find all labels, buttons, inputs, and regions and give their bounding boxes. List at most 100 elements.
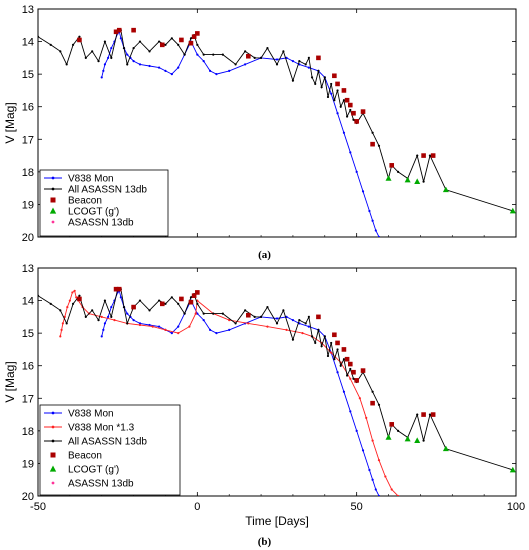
data-point	[78, 35, 81, 38]
data-point	[215, 73, 218, 76]
data-point	[320, 86, 323, 89]
data-point	[428, 154, 432, 157]
data-point	[374, 488, 377, 491]
legend-marker	[51, 481, 55, 485]
data-point	[221, 312, 224, 315]
data-point	[208, 69, 212, 72]
data-point	[389, 422, 395, 427]
data-point	[282, 309, 285, 312]
data-point	[421, 412, 426, 417]
legend-marker	[49, 465, 57, 472]
data-point	[196, 53, 199, 56]
y-tick-label: 19	[22, 458, 34, 470]
data-point	[259, 56, 263, 59]
data-point	[78, 294, 81, 297]
data-point	[177, 325, 180, 328]
legend-label: LCOGT (g')	[68, 465, 119, 476]
data-point	[335, 340, 340, 346]
data-point	[301, 332, 304, 335]
data-point	[246, 53, 251, 59]
data-point	[344, 356, 350, 362]
data-point	[119, 37, 122, 40]
data-point	[422, 439, 425, 442]
data-point	[202, 60, 205, 63]
data-point	[384, 475, 387, 478]
data-point	[377, 144, 381, 147]
data-point	[377, 494, 381, 496]
data-point	[61, 322, 64, 325]
series-2	[77, 27, 436, 168]
data-point	[374, 229, 377, 232]
data-point	[191, 34, 197, 39]
data-point	[103, 63, 107, 66]
data-point	[330, 92, 333, 95]
data-point	[371, 219, 374, 222]
x-tick-label: 50	[351, 501, 363, 513]
data-point	[320, 345, 323, 348]
data-point	[126, 53, 129, 56]
data-point	[59, 335, 62, 338]
data-point	[246, 312, 251, 318]
data-point	[326, 95, 330, 99]
legend-box	[39, 404, 181, 496]
data-point	[291, 319, 295, 322]
legend: V838 Mon V838 Mon *1.3 All ASASSN 13db Beac…	[39, 404, 181, 496]
y-tick-labels: 13 14 15 16 17 18 19 20	[22, 263, 34, 503]
data-point	[342, 390, 346, 393]
data-point	[188, 299, 194, 305]
data-point	[430, 412, 436, 417]
data-point	[116, 286, 122, 292]
data-point	[188, 325, 191, 328]
data-point	[316, 314, 321, 320]
data-point	[177, 332, 180, 335]
y-tick-label: 19	[22, 199, 34, 211]
y-tick-label: 17	[22, 134, 34, 146]
y-tick-labels: 13 14 15 16 17 18 19 20	[22, 4, 34, 244]
data-point	[102, 328, 105, 331]
series-3	[385, 175, 516, 214]
data-point	[113, 29, 119, 35]
data-point	[138, 63, 142, 66]
data-point	[323, 76, 326, 79]
data-point	[131, 304, 136, 310]
y-tick-label: 18	[22, 426, 34, 438]
data-point	[170, 73, 173, 76]
data-point	[194, 312, 197, 315]
y-tick-label: 14	[22, 37, 34, 49]
data-point	[253, 56, 256, 59]
data-point	[360, 109, 366, 114]
data-point	[414, 178, 421, 185]
data-point	[304, 322, 307, 325]
data-point	[336, 348, 339, 351]
data-point	[275, 322, 279, 325]
data-point	[396, 170, 400, 173]
legend-label: All ASASSN 13db	[68, 185, 147, 196]
data-point	[333, 99, 336, 102]
y-tick-label: 16	[22, 361, 34, 373]
data-point	[97, 60, 100, 63]
x-axis-label: Time [Days]	[245, 514, 309, 528]
data-point	[157, 66, 161, 69]
data-point	[291, 79, 295, 82]
data-point	[183, 312, 186, 315]
data-point	[212, 312, 215, 315]
data-point	[228, 319, 231, 322]
data-point	[307, 66, 310, 69]
legend-entry: V838 Mon	[44, 409, 114, 420]
data-point	[342, 99, 346, 102]
data-point	[266, 305, 269, 309]
data-point	[339, 364, 342, 367]
data-point	[396, 494, 400, 496]
data-point	[221, 53, 224, 56]
data-point	[212, 53, 215, 56]
data-point	[97, 319, 100, 322]
legend-label: All ASASSN 13db	[68, 437, 147, 448]
data-point	[253, 315, 256, 318]
data-point	[119, 296, 122, 299]
data-point	[371, 439, 374, 442]
data-point	[148, 64, 151, 68]
data-point	[304, 63, 307, 66]
plot-area-frame	[37, 8, 517, 238]
data-point	[349, 410, 352, 413]
